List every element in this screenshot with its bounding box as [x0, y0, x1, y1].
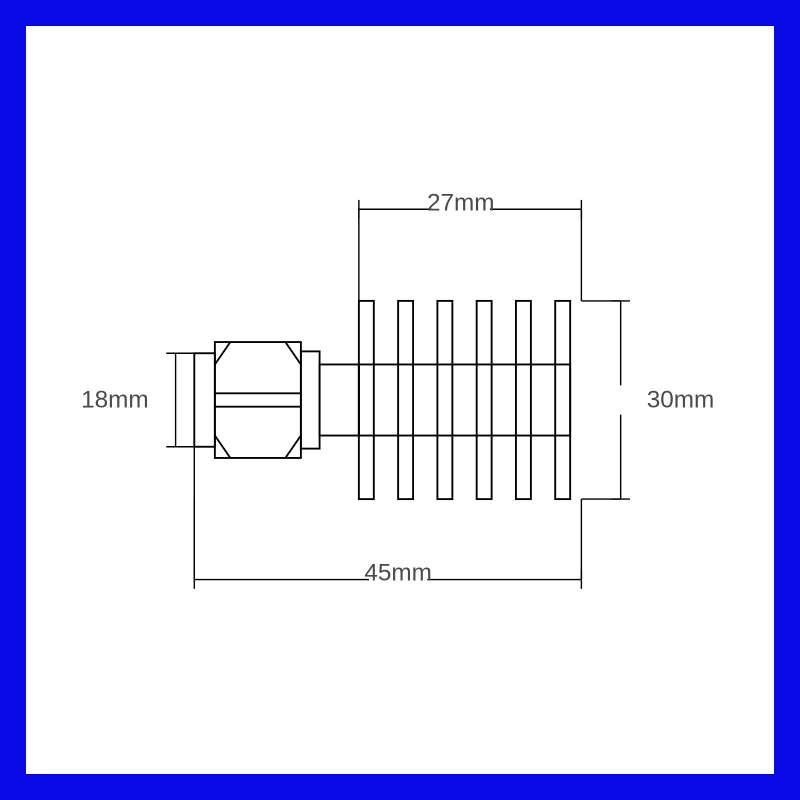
- heatsink-fin: [398, 301, 413, 499]
- heatsink-fin: [477, 301, 492, 499]
- image-frame: 18mm 27mm 30mm 45mm: [0, 0, 800, 800]
- connector-part: [194, 301, 570, 499]
- hex-chamfer-bottom: [215, 436, 301, 458]
- heatsink-fin: [437, 301, 452, 499]
- fin-core: [359, 364, 570, 435]
- connector-tip: [194, 353, 215, 447]
- hex-chamfer-top: [215, 342, 301, 364]
- heatsink-fin: [555, 301, 570, 499]
- connector-ring: [301, 351, 320, 448]
- dim-label: 45mm: [364, 560, 432, 587]
- hex-nut-outline: [215, 342, 301, 458]
- dim-label: 18mm: [81, 386, 149, 413]
- technical-drawing: 18mm 27mm 30mm 45mm: [26, 26, 774, 774]
- dim-label: 27mm: [427, 189, 495, 216]
- heatsink-fin: [359, 301, 374, 499]
- dim-label: 30mm: [647, 386, 715, 413]
- heatsink-fin: [516, 301, 531, 499]
- connector-shaft: [320, 364, 359, 435]
